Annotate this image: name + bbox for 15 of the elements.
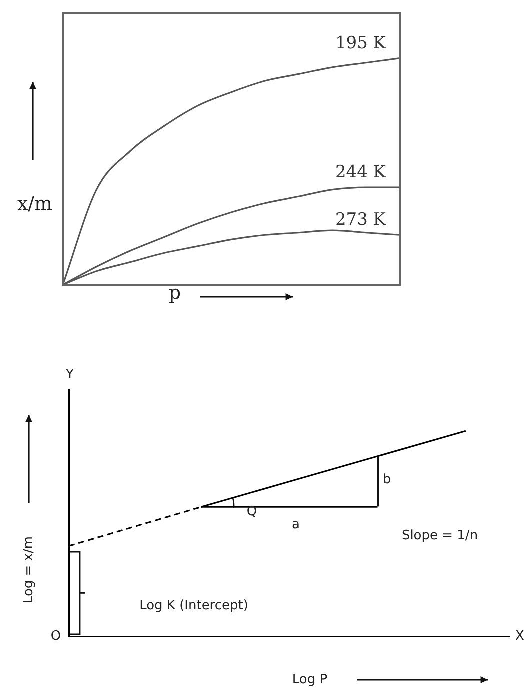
text: Y (65, 367, 74, 382)
annotation: b (382, 472, 392, 488)
text: O (50, 628, 62, 644)
annotation: Q (246, 504, 258, 520)
series-label: 244 K (335, 162, 386, 182)
annotation: Log K (Intercept) (140, 598, 248, 614)
text: X (516, 628, 525, 644)
x-axis-title: Log P (292, 672, 328, 688)
y-axis-title: Log = x/m (21, 536, 36, 604)
y-axis-title: x/m (17, 192, 53, 215)
annotation: a (292, 517, 300, 532)
series-label: 273 K (335, 210, 386, 230)
x-axis-title: p (168, 282, 182, 304)
series-label: 195 K (335, 33, 386, 54)
annotation: Slope = 1/n (402, 528, 478, 544)
